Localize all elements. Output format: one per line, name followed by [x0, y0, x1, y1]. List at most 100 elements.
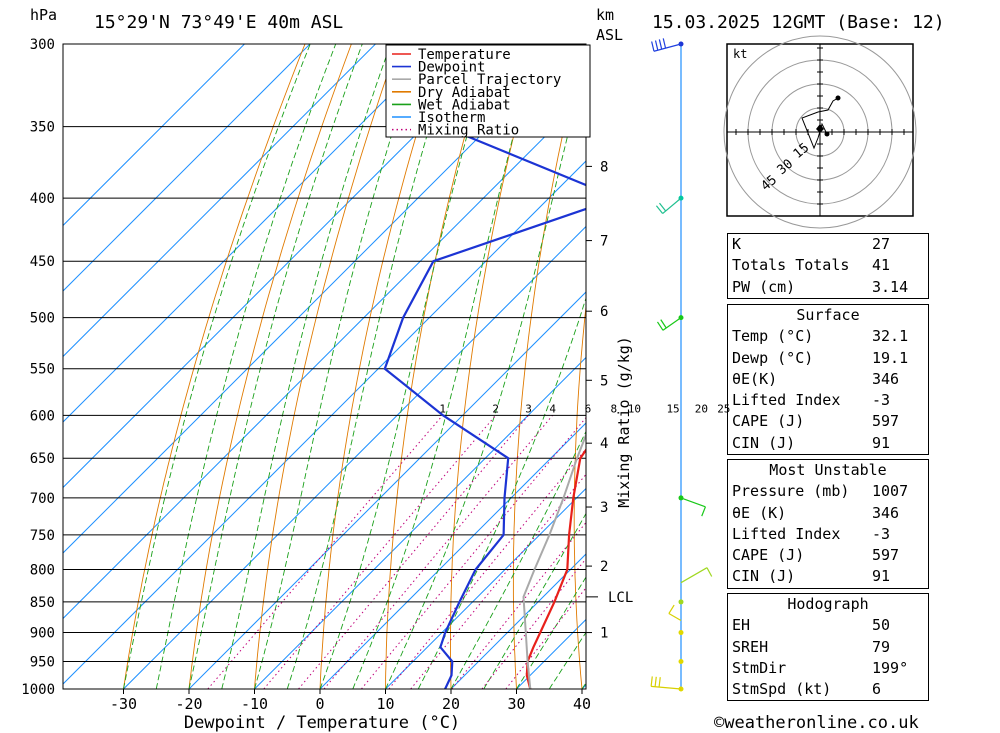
wind-barb: [651, 685, 682, 690]
isotherm-line: [63, 94, 586, 620]
km-tick-label: 5: [600, 373, 608, 389]
wet-adiabat-line: [286, 44, 456, 689]
wet-adiabat-line: [450, 430, 586, 689]
index-row: Pressure (mb) 1007: [732, 482, 909, 501]
wind-profile: [650, 38, 713, 692]
index-row: θE (K) 346: [732, 503, 900, 522]
dry-adiabat-line: [953, 44, 1000, 689]
mixing-ratio-label: 20: [695, 402, 708, 415]
legend-label: Parcel Trajectory: [418, 72, 561, 88]
dry-adiabat-line: [512, 44, 585, 689]
km-tick-label: 6: [600, 304, 608, 320]
wind-barb-flag: [651, 41, 655, 52]
temperature-tick-label: 0: [315, 695, 324, 713]
storm-motion-marker: [816, 124, 824, 133]
mixing-ratio-line: [207, 414, 444, 689]
km-tick-label: 8: [600, 159, 608, 175]
km-tick-label: 7: [600, 234, 608, 250]
mixing-ratio-line: [388, 448, 586, 689]
mixing-ratio-line: [361, 416, 586, 689]
legend-label: Temperature: [418, 47, 511, 63]
mixing-ratio-label: 1: [439, 402, 446, 415]
km-tick-label: 3: [600, 500, 608, 516]
index-row: CAPE (J) 597: [732, 546, 900, 565]
km-tick-label: 1: [600, 626, 608, 642]
pressure-tick-label: 550: [30, 362, 55, 378]
isotherm-line: [63, 44, 507, 489]
datetime-title: 15.03.2025 12GMT (Base: 12): [652, 12, 945, 33]
pressure-tick-label: 450: [30, 254, 55, 270]
isotherm-line: [63, 160, 586, 685]
lcl-label: LCL: [608, 590, 633, 606]
isotherm-line: [123, 225, 586, 689]
wind-barb-flag: [654, 40, 659, 51]
index-row: Lifted Index -3: [732, 524, 891, 543]
wind-barb: [680, 497, 706, 508]
wet-adiabat-line: [254, 44, 422, 689]
profiles: [383, 44, 586, 689]
wind-level-dot: [678, 630, 684, 636]
index-row: StmSpd (kt) 6: [732, 680, 882, 699]
index-row: Dewp (°C) 19.1: [732, 348, 909, 367]
temperature-tick-label: 20: [442, 695, 460, 713]
temperature-tick-label: 10: [376, 695, 394, 713]
dry-adiabat-line: [633, 44, 676, 689]
wind-barb: [662, 197, 682, 215]
mixing-ratio-line: [263, 414, 497, 689]
wind-barb-flag: [656, 321, 664, 331]
temperature-tick-label: 40: [573, 695, 591, 713]
most-unstable-title: Most Unstable: [769, 461, 887, 479]
wind-barb-flag: [654, 676, 657, 687]
mixing-ratio-label: 8: [610, 402, 617, 415]
mixing-ratio-line: [323, 414, 553, 689]
hodograph-table: Hodograph EH 50 SREH 79 StmDir 199° StmSpd …: [727, 593, 929, 702]
legend-label: Mixing Ratio: [418, 123, 519, 139]
temperature-tick-label: -10: [241, 695, 268, 713]
isotherm-line: [450, 553, 586, 689]
profile-temperature: [525, 448, 586, 689]
wind-barb-flag: [650, 676, 653, 687]
profile-parcel-trajectory: [522, 432, 586, 689]
most-unstable-table: Most Unstable Pressure (mb) 1007 θE (K) 34…: [727, 459, 929, 589]
isotherm-line: [63, 44, 376, 358]
hodograph-unit-label: kt: [733, 47, 747, 61]
index-row: Lifted Index -3: [732, 391, 891, 410]
pressure-tick-label: 300: [30, 37, 55, 53]
surface-title: Surface: [796, 306, 860, 324]
index-row: CIN (J) 91: [732, 433, 891, 452]
isotherm-line: [319, 422, 586, 689]
dry-adiabat-line: [123, 44, 306, 689]
profile-dewpoint: [383, 44, 586, 689]
wind-barb-flag: [659, 202, 667, 212]
hodograph-endpoint: [835, 95, 841, 101]
km-label: km: [596, 6, 614, 24]
isotherm-line: [254, 356, 586, 689]
pressure-tick-label: 400: [30, 191, 55, 207]
index-row: K 27: [732, 235, 891, 253]
dry-adiabat-line: [319, 44, 445, 689]
wind-barb-flag: [701, 506, 706, 517]
legend-label: Dewpoint: [418, 60, 485, 76]
wind-level-dot: [678, 659, 684, 665]
wind-barb: [653, 43, 682, 52]
index-row: SREH 79: [732, 637, 891, 656]
wet-adiabat-line: [221, 44, 392, 689]
x-axis-label: Dewpoint / Temperature (°C): [184, 713, 460, 733]
temperature-tick-label: -30: [110, 695, 137, 713]
mixing-ratio-line: [451, 521, 586, 689]
index-row: EH 50: [732, 616, 891, 635]
pressure-tick-label: 1000: [21, 682, 55, 698]
index-row: Temp (°C) 32.1: [732, 327, 909, 346]
wind-barb-flag: [658, 677, 661, 688]
pressure-tick-label: 900: [30, 626, 55, 642]
hodograph-ring: [723, 35, 917, 229]
pressure-tick-label: 850: [30, 595, 55, 611]
pressure-tick-label: 500: [30, 311, 55, 327]
pressure-tick-label: 700: [30, 491, 55, 507]
mixing-ratio-label: 10: [628, 402, 641, 415]
mixing-ratio-line: [410, 473, 586, 689]
isotherm-line: [63, 44, 442, 423]
mixing-ratio-line: [298, 414, 529, 689]
isobars: [63, 43, 586, 690]
